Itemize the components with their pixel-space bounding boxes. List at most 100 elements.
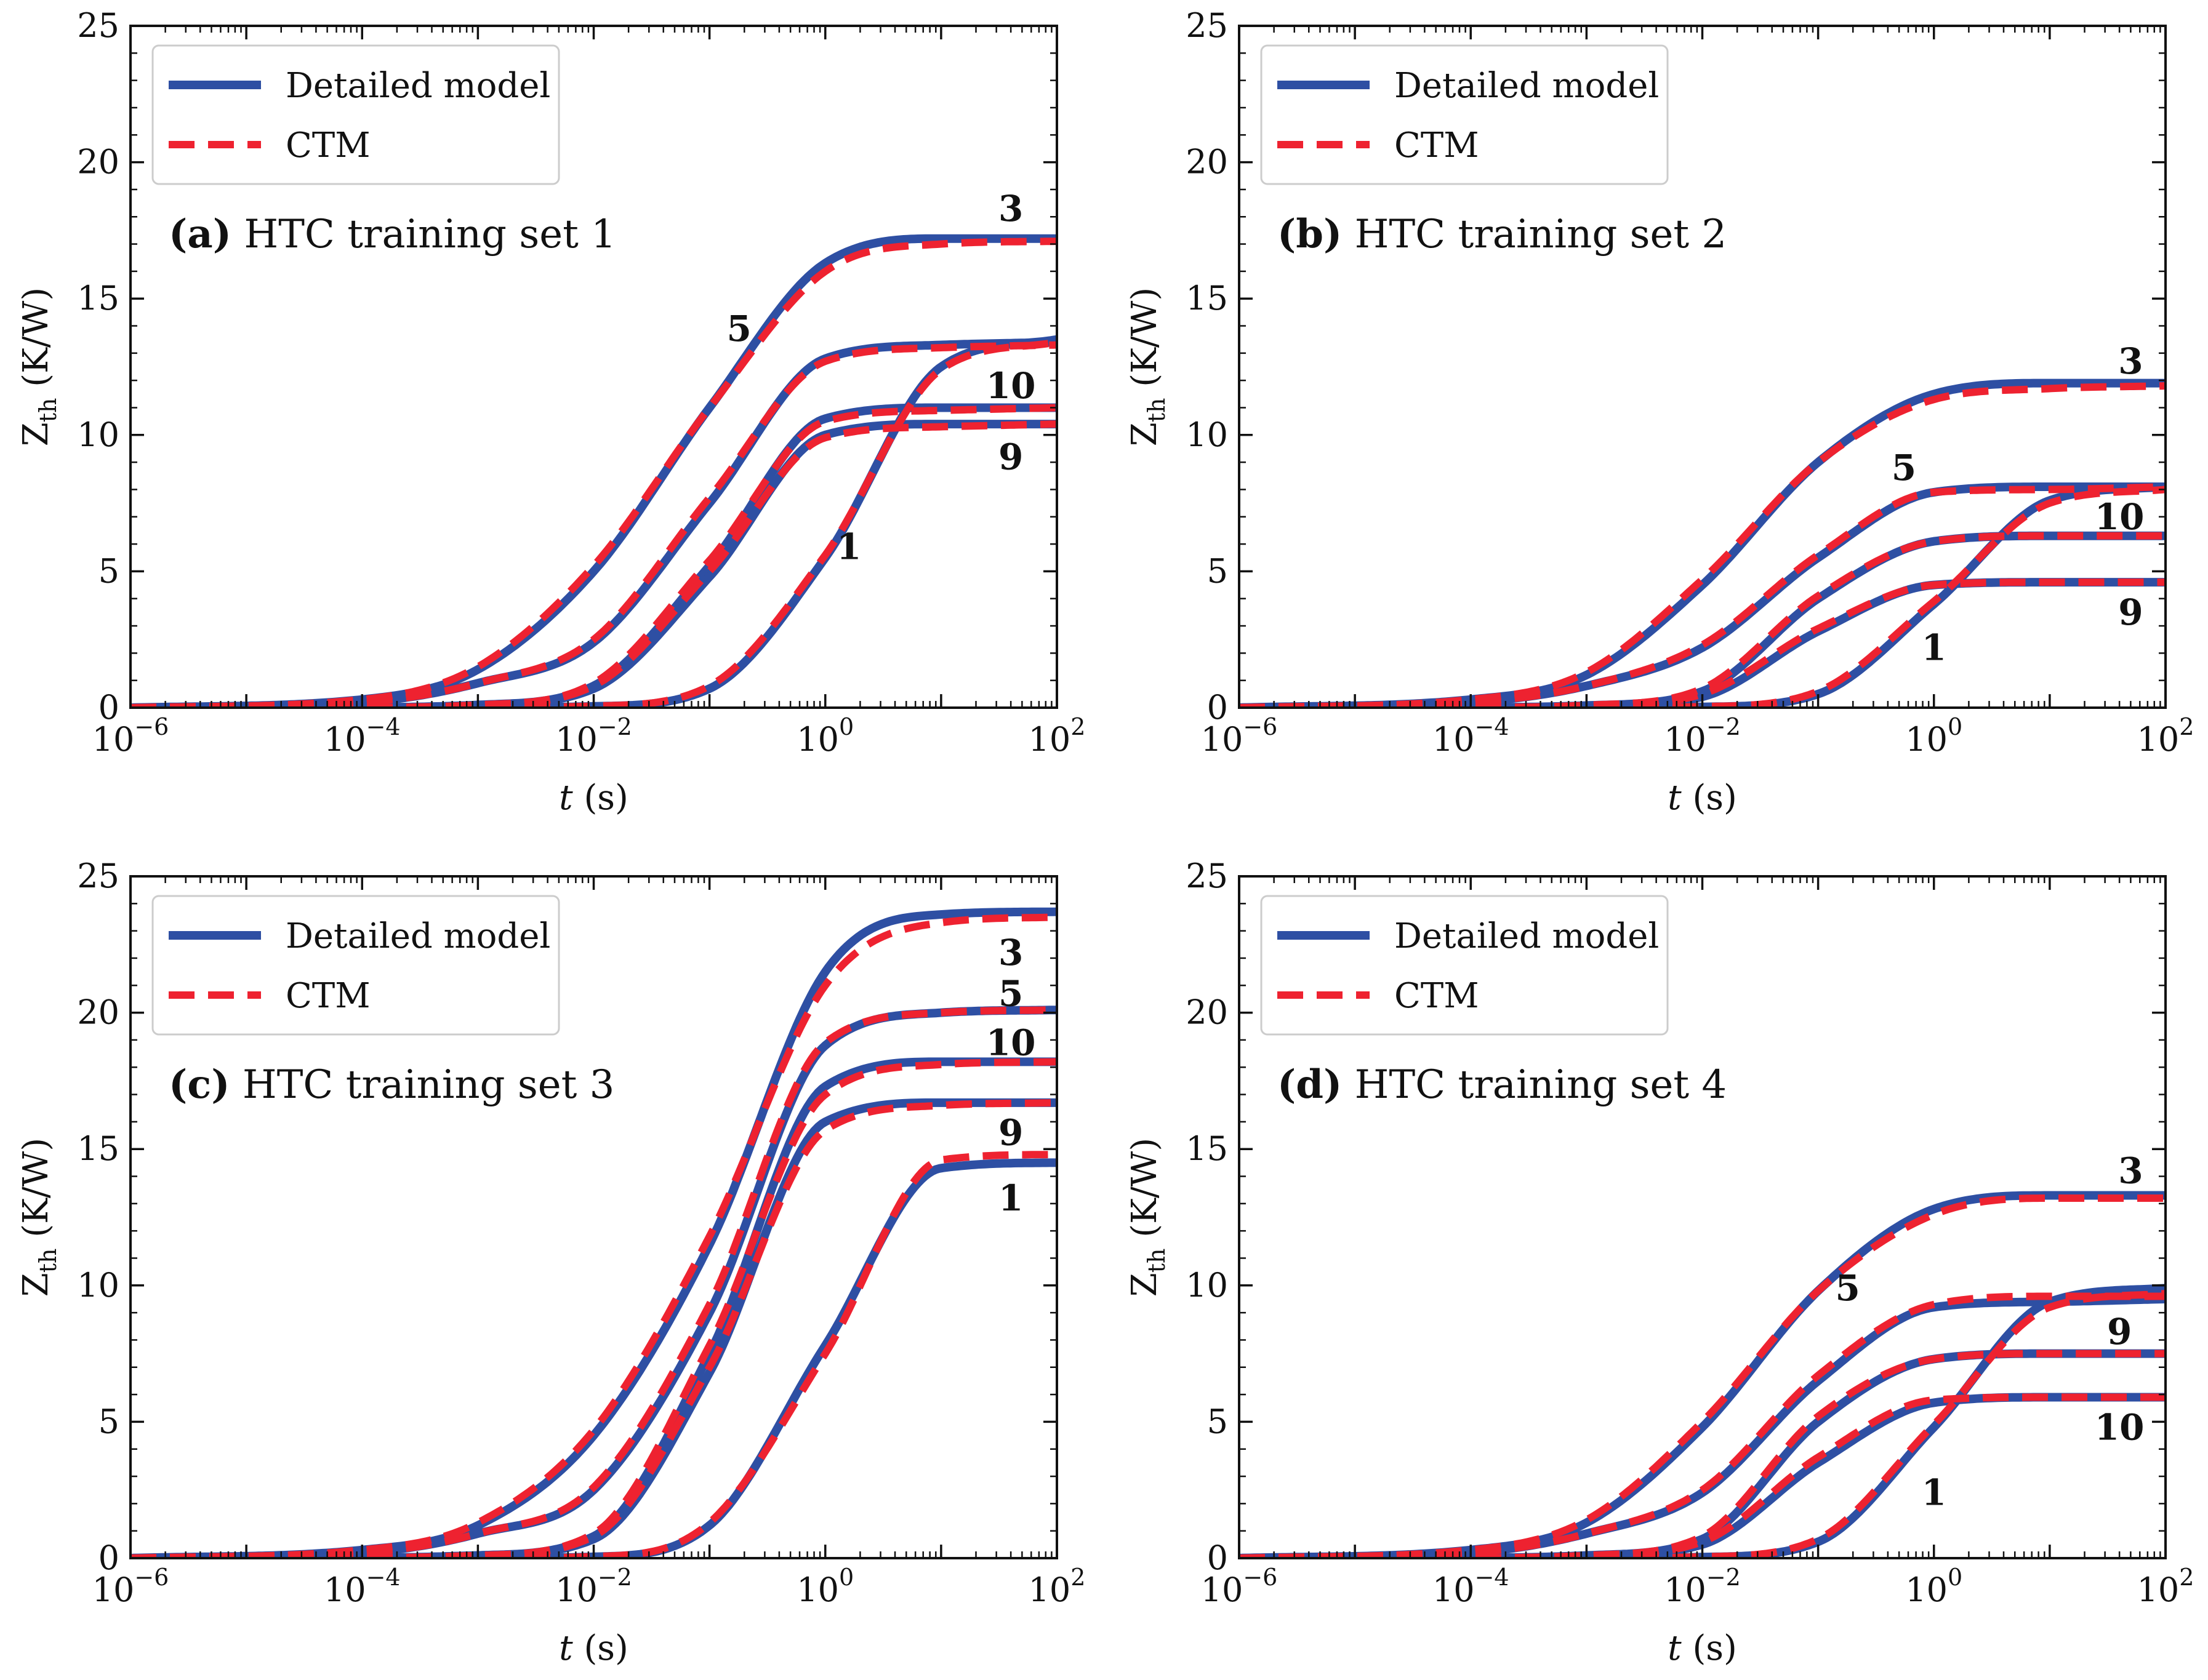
x-tick-label: 10−2 — [1664, 713, 1741, 759]
detailed-curve-1 — [130, 335, 1057, 708]
x-tick-label: 10−4 — [1432, 1564, 1509, 1609]
legend-box — [1260, 895, 1669, 1036]
legend-label-ctm: CTM — [286, 126, 371, 166]
x-tick-label: 10−6 — [1201, 713, 1278, 759]
legend-label-detailed: Detailed model — [286, 916, 550, 956]
y-tick-label: 0 — [98, 1538, 119, 1577]
y-tick-label: 20 — [77, 993, 119, 1032]
y-axis-label: Zth (K/W) — [1125, 287, 1170, 446]
legend-label-detailed: Detailed model — [286, 66, 550, 106]
curve-label-1: 1 — [1922, 1472, 1946, 1514]
x-tick-label: 10−2 — [1664, 1564, 1741, 1609]
detailed-curve-10 — [1239, 531, 2166, 708]
y-tick-label: 10 — [77, 1266, 119, 1305]
ctm-curve-9 — [130, 420, 1057, 708]
curve-label-9: 9 — [2107, 1311, 2132, 1353]
y-tick-label: 20 — [77, 143, 119, 182]
curve-label-3: 3 — [998, 188, 1023, 230]
ctm-curve-9 — [1239, 1350, 2166, 1558]
x-tick-label: 100 — [1905, 1564, 1962, 1609]
curve-label-5: 5 — [1835, 1267, 1860, 1309]
detailed-curve-9 — [1239, 1349, 2166, 1558]
plot-area — [130, 234, 1057, 708]
ctm-curve-10 — [130, 404, 1057, 708]
curve-label-9: 9 — [998, 436, 1023, 478]
legend-box — [1260, 44, 1669, 185]
curve-label-9: 9 — [998, 1112, 1023, 1154]
legend: Detailed model CTM — [151, 44, 560, 185]
ctm-curve-5 — [1239, 1292, 2166, 1558]
y-tick-label: 0 — [1207, 688, 1228, 727]
x-tick-label: 102 — [1029, 713, 1086, 759]
legend-label-detailed: Detailed model — [1394, 66, 1659, 106]
y-tick-label: 5 — [1207, 551, 1228, 590]
x-tick-label: 10−4 — [324, 713, 401, 759]
x-axis-label: t (s) — [559, 1628, 628, 1668]
x-axis-label: t (s) — [1668, 1628, 1737, 1668]
x-tick-label: 100 — [797, 1564, 854, 1609]
legend: Detailed model CTM — [151, 895, 560, 1036]
y-tick-label: 20 — [1186, 993, 1228, 1032]
legend: Detailed model CTM — [1260, 895, 1669, 1036]
x-tick-label: 10−4 — [1432, 713, 1509, 759]
y-tick-label: 5 — [98, 1402, 119, 1441]
x-tick-label: 102 — [2137, 1564, 2194, 1609]
curve-label-5: 5 — [726, 308, 751, 350]
x-tick-label: 100 — [1905, 713, 1962, 759]
ctm-curve-10 — [1239, 532, 2166, 708]
y-tick-label: 10 — [1186, 1266, 1228, 1305]
curve-label-1: 1 — [837, 526, 861, 568]
curve-label-9: 9 — [2118, 591, 2143, 633]
curve-label-10: 10 — [986, 365, 1036, 407]
legend-label-detailed: Detailed model — [1394, 916, 1659, 956]
ctm-curve-3 — [130, 238, 1057, 708]
curve-label-3: 3 — [2118, 1150, 2143, 1192]
x-tick-label: 10−6 — [92, 713, 169, 759]
x-tick-label: 10−2 — [555, 713, 632, 759]
y-tick-label: 5 — [98, 551, 119, 590]
y-tick-label: 10 — [1186, 415, 1228, 454]
legend-label-ctm: CTM — [286, 976, 371, 1016]
curve-label-3: 3 — [998, 932, 1023, 974]
detailed-curve-1 — [130, 1158, 1057, 1558]
y-tick-label: 25 — [77, 6, 119, 45]
x-tick-label: 10−6 — [1201, 1564, 1278, 1609]
x-tick-label: 102 — [2137, 713, 2194, 759]
x-tick-label: 10−6 — [92, 1564, 169, 1609]
y-tick-label: 10 — [77, 415, 119, 454]
ctm-curve-1 — [1239, 486, 2166, 708]
panel-title: (c) HTC training set 3 — [169, 1062, 614, 1108]
y-tick-label: 0 — [1207, 1538, 1228, 1577]
ctm-curve-5 — [130, 341, 1057, 708]
panel-title: (b) HTC training set 2 — [1277, 211, 1727, 257]
y-tick-label: 25 — [1186, 6, 1228, 45]
y-tick-label: 15 — [77, 279, 119, 318]
curve-label-10: 10 — [2095, 1406, 2145, 1448]
y-tick-label: 5 — [1207, 1402, 1228, 1441]
curve-label-10: 10 — [986, 1022, 1036, 1063]
y-tick-label: 25 — [77, 857, 119, 895]
plot-area — [1239, 1191, 2166, 1558]
ctm-curve-5 — [130, 1006, 1057, 1558]
x-tick-label: 10−4 — [324, 1564, 401, 1609]
x-axis-label: t (s) — [1668, 778, 1737, 818]
x-axis-label: t (s) — [559, 778, 628, 818]
y-tick-label: 15 — [77, 1129, 119, 1168]
detailed-curve-10 — [130, 403, 1057, 708]
ctm-curve-3 — [1239, 382, 2166, 708]
y-axis-label: Zth (K/W) — [16, 1138, 62, 1297]
curve-label-10: 10 — [2095, 496, 2145, 538]
ctm-curve-5 — [1239, 483, 2166, 708]
y-tick-label: 20 — [1186, 143, 1228, 182]
curve-label-1: 1 — [1922, 626, 1946, 668]
legend: Detailed model CTM — [1260, 44, 1669, 185]
legend-label-ctm: CTM — [1394, 976, 1479, 1016]
curve-label-5: 5 — [998, 973, 1023, 1015]
x-tick-label: 102 — [1029, 1564, 1086, 1609]
ctm-curve-9 — [1239, 578, 2166, 708]
ctm-curve-1 — [130, 338, 1057, 708]
